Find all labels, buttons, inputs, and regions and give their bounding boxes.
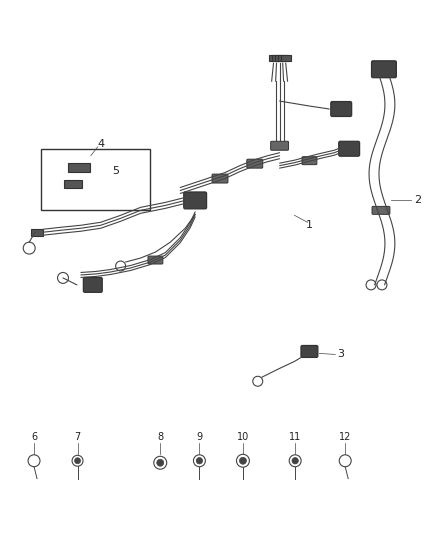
Bar bbox=[281, 55, 291, 61]
FancyBboxPatch shape bbox=[339, 141, 360, 156]
FancyBboxPatch shape bbox=[331, 102, 352, 116]
Text: 7: 7 bbox=[74, 432, 81, 442]
Text: 1: 1 bbox=[306, 220, 313, 230]
Bar bbox=[68, 163, 90, 172]
Text: 5: 5 bbox=[112, 166, 119, 175]
Text: 4: 4 bbox=[97, 139, 104, 149]
FancyBboxPatch shape bbox=[301, 345, 318, 358]
FancyBboxPatch shape bbox=[302, 157, 317, 165]
Text: 9: 9 bbox=[196, 432, 202, 442]
FancyBboxPatch shape bbox=[247, 159, 263, 168]
Bar bbox=[275, 55, 285, 61]
Bar bbox=[268, 55, 279, 61]
Text: 3: 3 bbox=[337, 350, 344, 359]
Circle shape bbox=[196, 457, 203, 464]
Circle shape bbox=[292, 457, 298, 464]
Text: 8: 8 bbox=[157, 432, 163, 442]
Circle shape bbox=[157, 459, 164, 466]
FancyBboxPatch shape bbox=[371, 61, 396, 78]
Bar bbox=[64, 180, 82, 188]
FancyBboxPatch shape bbox=[184, 192, 207, 209]
Bar bbox=[278, 55, 288, 61]
Text: 6: 6 bbox=[31, 432, 37, 442]
Circle shape bbox=[74, 458, 81, 464]
FancyBboxPatch shape bbox=[271, 141, 289, 150]
Bar bbox=[272, 55, 282, 61]
FancyBboxPatch shape bbox=[83, 278, 102, 292]
Circle shape bbox=[240, 457, 247, 464]
Bar bbox=[31, 229, 43, 236]
Text: 2: 2 bbox=[414, 196, 421, 205]
Bar bbox=[41, 149, 150, 211]
Text: 11: 11 bbox=[289, 432, 301, 442]
FancyBboxPatch shape bbox=[148, 256, 163, 264]
FancyBboxPatch shape bbox=[372, 206, 390, 214]
FancyBboxPatch shape bbox=[212, 174, 228, 183]
Text: 10: 10 bbox=[237, 432, 249, 442]
Text: 12: 12 bbox=[339, 432, 351, 442]
